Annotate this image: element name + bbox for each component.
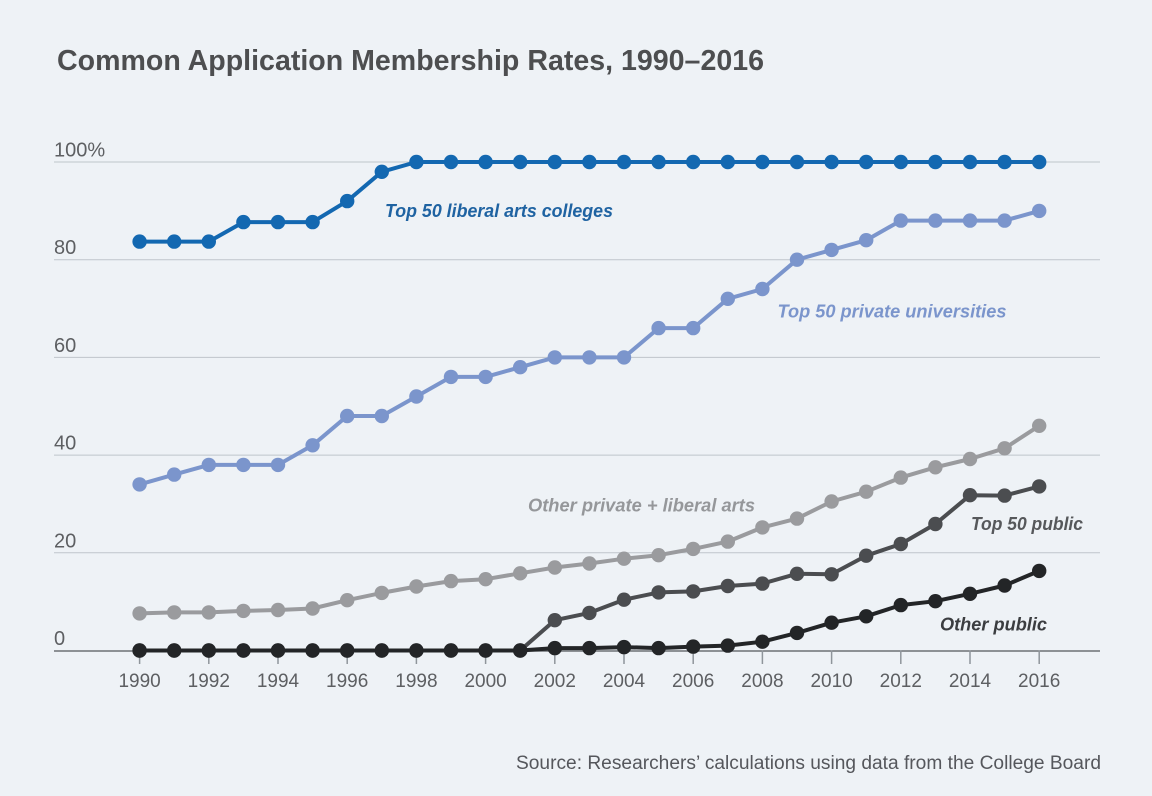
svg-text:60: 60 <box>54 335 76 357</box>
svg-text:2004: 2004 <box>603 671 646 692</box>
svg-text:0: 0 <box>54 628 65 650</box>
svg-text:1998: 1998 <box>395 671 437 692</box>
svg-text:1990: 1990 <box>118 671 160 692</box>
svg-text:1992: 1992 <box>188 671 230 692</box>
svg-text:Source: Researchers’ calculati: Source: Researchers’ calculations using … <box>516 753 1101 774</box>
svg-text:2014: 2014 <box>949 671 992 692</box>
svg-text:2008: 2008 <box>741 671 783 692</box>
svg-text:100%: 100% <box>54 140 105 162</box>
svg-text:Other public: Other public <box>940 615 1047 635</box>
svg-text:Common Application Membership: Common Application Membership Rates, 199… <box>57 45 764 77</box>
svg-text:2016: 2016 <box>1018 671 1060 692</box>
svg-text:20: 20 <box>54 530 76 552</box>
svg-text:2006: 2006 <box>672 671 714 692</box>
svg-text:Top 50 public: Top 50 public <box>971 514 1083 534</box>
svg-text:40: 40 <box>54 433 76 455</box>
svg-text:Other private + liberal arts: Other private + liberal arts <box>528 496 755 516</box>
svg-text:80: 80 <box>54 237 76 259</box>
svg-text:Top 50 private universities: Top 50 private universities <box>778 302 1007 322</box>
svg-text:Top 50 liberal arts colleges: Top 50 liberal arts colleges <box>385 201 613 221</box>
svg-text:2012: 2012 <box>880 671 922 692</box>
svg-text:1994: 1994 <box>257 671 300 692</box>
svg-text:2010: 2010 <box>810 671 852 692</box>
svg-text:2000: 2000 <box>464 671 506 692</box>
svg-text:2002: 2002 <box>534 671 576 692</box>
svg-text:1996: 1996 <box>326 671 368 692</box>
